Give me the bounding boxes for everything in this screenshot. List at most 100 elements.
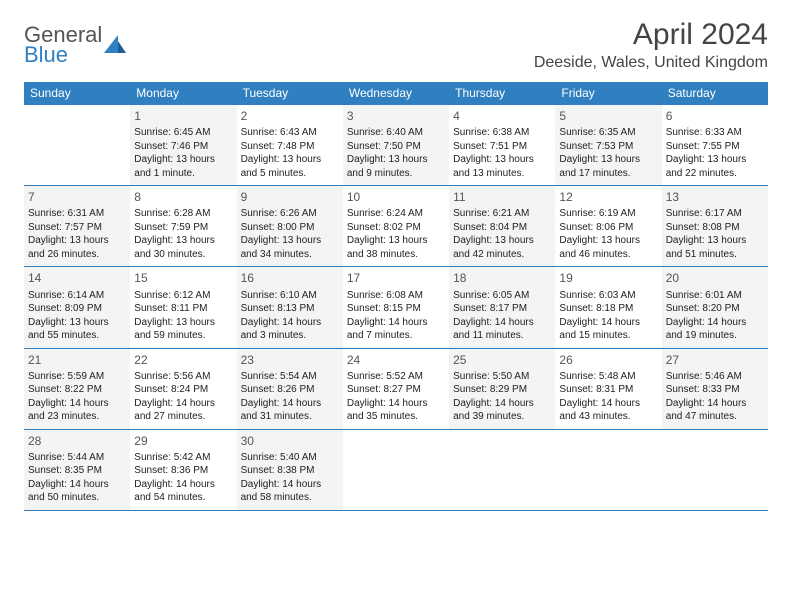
sunset-line: Sunset: 7:59 PM [134, 221, 232, 235]
day-number: 5 [559, 108, 657, 124]
sunrise-line: Sunrise: 5:52 AM [347, 370, 445, 384]
daylight-line: and 58 minutes. [241, 491, 339, 505]
day-header: Saturday [662, 82, 768, 105]
sunset-line: Sunset: 8:29 PM [453, 383, 551, 397]
daylight-line: Daylight: 14 hours [134, 478, 232, 492]
logo-word2: Blue [24, 44, 102, 66]
calendar-grid: SundayMondayTuesdayWednesdayThursdayFrid… [24, 82, 768, 511]
day-cell: 7Sunrise: 6:31 AMSunset: 7:57 PMDaylight… [24, 186, 130, 266]
day-cell: 23Sunrise: 5:54 AMSunset: 8:26 PMDayligh… [237, 349, 343, 429]
daylight-line: and 1 minute. [134, 167, 232, 181]
daylight-line: Daylight: 13 hours [453, 234, 551, 248]
daylight-line: and 30 minutes. [134, 248, 232, 262]
daylight-line: Daylight: 13 hours [666, 234, 764, 248]
daylight-line: and 35 minutes. [347, 410, 445, 424]
day-cell: 9Sunrise: 6:26 AMSunset: 8:00 PMDaylight… [237, 186, 343, 266]
logo: General Blue [24, 24, 126, 66]
empty-cell [662, 430, 768, 510]
day-cell: 30Sunrise: 5:40 AMSunset: 8:38 PMDayligh… [237, 430, 343, 510]
sunrise-line: Sunrise: 6:05 AM [453, 289, 551, 303]
daylight-line: and 11 minutes. [453, 329, 551, 343]
daylight-line: and 39 minutes. [453, 410, 551, 424]
day-number: 17 [347, 270, 445, 286]
daylight-line: Daylight: 14 hours [28, 478, 126, 492]
week-row: 21Sunrise: 5:59 AMSunset: 8:22 PMDayligh… [24, 349, 768, 430]
day-number: 16 [241, 270, 339, 286]
daylight-line: Daylight: 13 hours [134, 234, 232, 248]
sunrise-line: Sunrise: 6:14 AM [28, 289, 126, 303]
day-number: 21 [28, 352, 126, 368]
sunset-line: Sunset: 8:04 PM [453, 221, 551, 235]
sunrise-line: Sunrise: 6:10 AM [241, 289, 339, 303]
day-number: 11 [453, 189, 551, 205]
title-block: April 2024 Deeside, Wales, United Kingdo… [534, 18, 768, 72]
sunset-line: Sunset: 8:08 PM [666, 221, 764, 235]
day-number: 26 [559, 352, 657, 368]
sunset-line: Sunset: 7:57 PM [28, 221, 126, 235]
daylight-line: Daylight: 14 hours [241, 316, 339, 330]
daylight-line: and 27 minutes. [134, 410, 232, 424]
daylight-line: Daylight: 14 hours [134, 397, 232, 411]
logo-text: General Blue [24, 24, 102, 66]
sunrise-line: Sunrise: 5:40 AM [241, 451, 339, 465]
day-number: 19 [559, 270, 657, 286]
day-cell: 27Sunrise: 5:46 AMSunset: 8:33 PMDayligh… [662, 349, 768, 429]
sunset-line: Sunset: 7:46 PM [134, 140, 232, 154]
sunset-line: Sunset: 8:00 PM [241, 221, 339, 235]
daylight-line: and 5 minutes. [241, 167, 339, 181]
sunrise-line: Sunrise: 6:43 AM [241, 126, 339, 140]
daylight-line: and 22 minutes. [666, 167, 764, 181]
day-number: 20 [666, 270, 764, 286]
day-number: 18 [453, 270, 551, 286]
daylight-line: and 7 minutes. [347, 329, 445, 343]
daylight-line: and 47 minutes. [666, 410, 764, 424]
sunrise-line: Sunrise: 6:21 AM [453, 207, 551, 221]
page-header: General Blue April 2024 Deeside, Wales, … [24, 18, 768, 72]
sunrise-line: Sunrise: 6:40 AM [347, 126, 445, 140]
sunrise-line: Sunrise: 5:48 AM [559, 370, 657, 384]
day-cell: 1Sunrise: 6:45 AMSunset: 7:46 PMDaylight… [130, 105, 236, 185]
sunrise-line: Sunrise: 5:56 AM [134, 370, 232, 384]
day-number: 2 [241, 108, 339, 124]
sunrise-line: Sunrise: 6:35 AM [559, 126, 657, 140]
sunset-line: Sunset: 8:36 PM [134, 464, 232, 478]
empty-cell [24, 105, 130, 185]
sunset-line: Sunset: 8:27 PM [347, 383, 445, 397]
day-cell: 19Sunrise: 6:03 AMSunset: 8:18 PMDayligh… [555, 267, 661, 347]
daylight-line: Daylight: 14 hours [241, 397, 339, 411]
daylight-line: Daylight: 14 hours [559, 316, 657, 330]
sunset-line: Sunset: 8:22 PM [28, 383, 126, 397]
sunrise-line: Sunrise: 6:31 AM [28, 207, 126, 221]
daylight-line: and 9 minutes. [347, 167, 445, 181]
day-number: 23 [241, 352, 339, 368]
day-number: 27 [666, 352, 764, 368]
weeks-container: 1Sunrise: 6:45 AMSunset: 7:46 PMDaylight… [24, 105, 768, 511]
calendar-page: General Blue April 2024 Deeside, Wales, … [0, 0, 792, 511]
day-cell: 6Sunrise: 6:33 AMSunset: 7:55 PMDaylight… [662, 105, 768, 185]
day-number: 22 [134, 352, 232, 368]
daylight-line: Daylight: 14 hours [347, 316, 445, 330]
sunrise-line: Sunrise: 6:28 AM [134, 207, 232, 221]
day-cell: 4Sunrise: 6:38 AMSunset: 7:51 PMDaylight… [449, 105, 555, 185]
sunrise-line: Sunrise: 6:08 AM [347, 289, 445, 303]
daylight-line: Daylight: 14 hours [559, 397, 657, 411]
day-cell: 5Sunrise: 6:35 AMSunset: 7:53 PMDaylight… [555, 105, 661, 185]
sunset-line: Sunset: 8:06 PM [559, 221, 657, 235]
sunrise-line: Sunrise: 6:17 AM [666, 207, 764, 221]
daylight-line: and 59 minutes. [134, 329, 232, 343]
week-row: 1Sunrise: 6:45 AMSunset: 7:46 PMDaylight… [24, 105, 768, 186]
sunset-line: Sunset: 8:15 PM [347, 302, 445, 316]
sunrise-line: Sunrise: 5:54 AM [241, 370, 339, 384]
daylight-line: and 43 minutes. [559, 410, 657, 424]
daylight-line: and 34 minutes. [241, 248, 339, 262]
daylight-line: Daylight: 13 hours [559, 153, 657, 167]
sunset-line: Sunset: 8:35 PM [28, 464, 126, 478]
day-number: 24 [347, 352, 445, 368]
daylight-line: and 54 minutes. [134, 491, 232, 505]
day-cell: 13Sunrise: 6:17 AMSunset: 8:08 PMDayligh… [662, 186, 768, 266]
day-number: 15 [134, 270, 232, 286]
day-number: 6 [666, 108, 764, 124]
daylight-line: Daylight: 14 hours [28, 397, 126, 411]
daylight-line: and 51 minutes. [666, 248, 764, 262]
day-cell: 20Sunrise: 6:01 AMSunset: 8:20 PMDayligh… [662, 267, 768, 347]
